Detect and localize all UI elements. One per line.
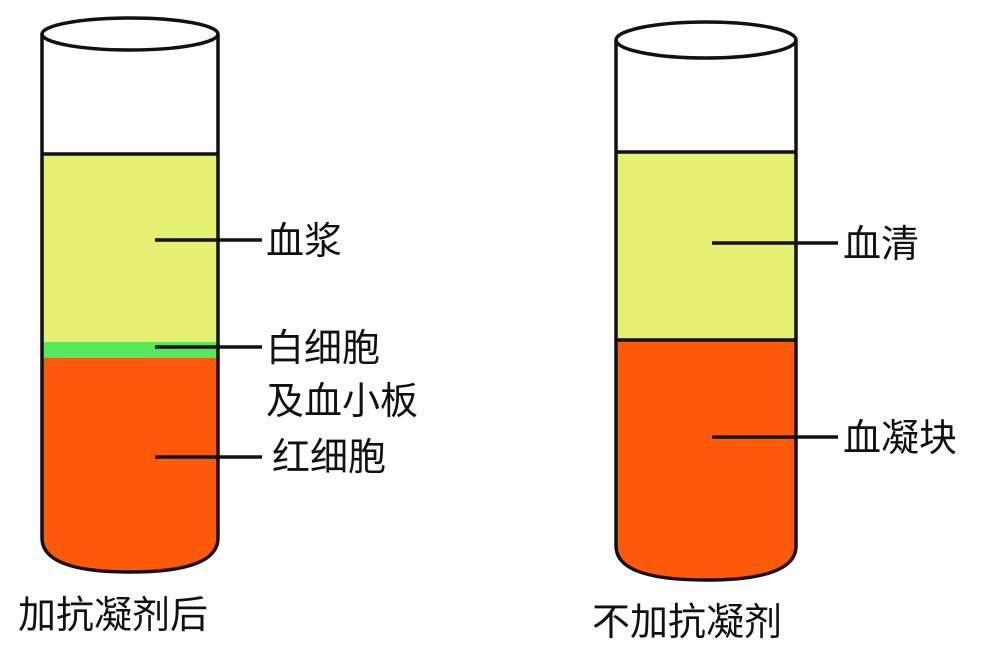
left-plasma-layer bbox=[42, 154, 218, 342]
right-tube-rim bbox=[614, 20, 798, 60]
left-tube-rim bbox=[40, 16, 220, 52]
buffy-coat-label-line2: 及血小板 bbox=[266, 379, 418, 423]
right-clot-layer bbox=[616, 340, 796, 580]
right-serum-layer bbox=[616, 152, 796, 340]
left-buffy-coat-layer bbox=[42, 342, 218, 358]
right-tube bbox=[614, 20, 798, 582]
right-tube-caption: 不加抗凝剂 bbox=[592, 600, 782, 644]
buffy-coat-label-line1: 白细胞 bbox=[266, 326, 380, 370]
left-tube-outline bbox=[40, 34, 220, 574]
clot-label: 血凝块 bbox=[843, 416, 957, 460]
red-cells-label: 红细胞 bbox=[272, 435, 386, 479]
serum-label: 血清 bbox=[843, 222, 919, 266]
right-tube-outline bbox=[614, 40, 798, 582]
left-tube bbox=[40, 16, 220, 574]
left-tube-caption: 加抗凝剂后 bbox=[18, 593, 208, 637]
plasma-label: 血浆 bbox=[266, 219, 342, 263]
left-red-cells-layer bbox=[42, 358, 218, 572]
